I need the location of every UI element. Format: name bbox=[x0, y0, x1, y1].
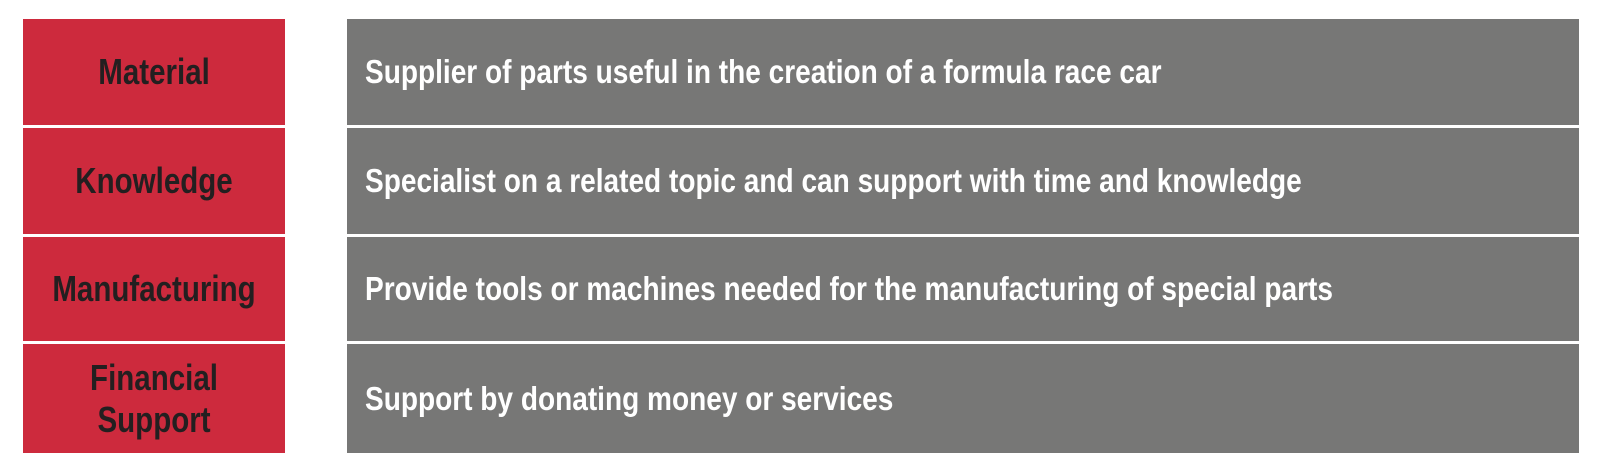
category-label: Knowledge bbox=[75, 160, 233, 201]
description-text: Specialist on a related topic and can su… bbox=[365, 162, 1302, 199]
category-label: Financial Support bbox=[90, 356, 218, 440]
description-cell: Supplier of parts useful in the creation… bbox=[347, 19, 1579, 125]
description-cell: Support by donating money or services bbox=[347, 344, 1579, 453]
category-label: Manufacturing bbox=[52, 268, 256, 309]
description-cell: Specialist on a related topic and can su… bbox=[347, 128, 1579, 234]
description-cell: Provide tools or machines needed for the… bbox=[347, 237, 1579, 341]
description-text: Supplier of parts useful in the creation… bbox=[365, 53, 1162, 90]
category-label: Material bbox=[98, 51, 210, 92]
category-cell: Knowledge bbox=[23, 128, 285, 234]
table-row-manufacturing: Manufacturing Provide tools or machines … bbox=[0, 237, 1598, 341]
category-cell: Material bbox=[23, 19, 285, 125]
table-row-material: Material Supplier of parts useful in the… bbox=[0, 19, 1598, 125]
description-text: Provide tools or machines needed for the… bbox=[365, 270, 1333, 307]
description-text: Support by donating money or services bbox=[365, 379, 894, 417]
table-row-knowledge: Knowledge Specialist on a related topic … bbox=[0, 128, 1598, 234]
table-row-financial-support: Financial Support Support by donating mo… bbox=[0, 344, 1598, 453]
category-cell: Financial Support bbox=[23, 344, 285, 453]
category-cell: Manufacturing bbox=[23, 237, 285, 341]
